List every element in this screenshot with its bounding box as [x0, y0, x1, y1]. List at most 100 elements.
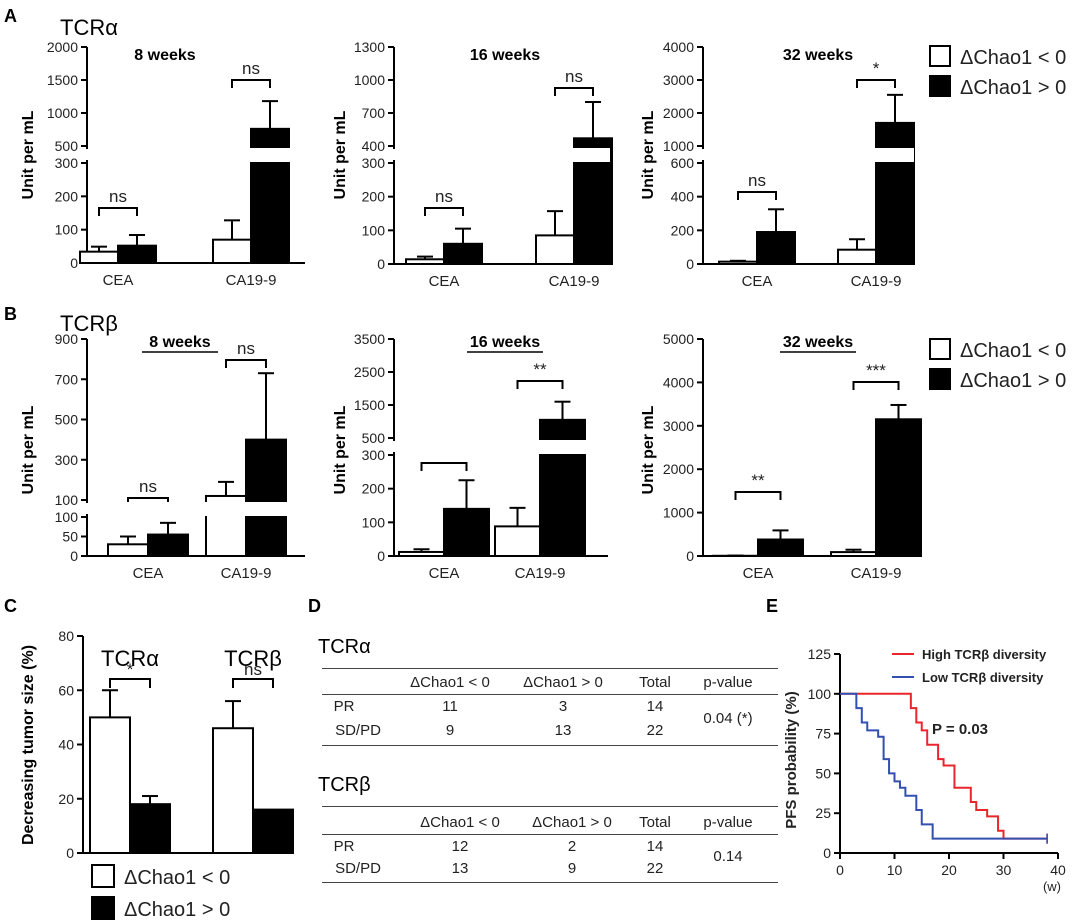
- bar-neg: [89, 716, 131, 854]
- significance-bracket: [109, 678, 151, 688]
- y-tick-label: 0: [686, 548, 694, 564]
- y-tick-label: 200: [55, 188, 79, 204]
- y-tick-label: 2500: [354, 364, 385, 380]
- bar-neg: [398, 550, 445, 558]
- significance-bracket: [98, 207, 138, 216]
- survival-curve-high: [840, 692, 1048, 840]
- y-tick-label: 200: [362, 189, 386, 205]
- bar-pos: [875, 418, 922, 558]
- table-row-label: SD/PD: [335, 722, 381, 739]
- legend-label-low: Low TCRβ diversity: [922, 670, 1044, 685]
- table-header: p-value: [703, 674, 753, 691]
- axis-break-gap: [89, 502, 307, 516]
- x-tick-label: 10: [887, 862, 903, 878]
- y-tick-label: 300: [362, 155, 386, 171]
- significance-bracket: [516, 380, 564, 389]
- y-tick-label: 500: [55, 138, 79, 154]
- y-tick-label: 3000: [663, 418, 694, 434]
- y-tick-label: 75: [815, 726, 831, 742]
- row-label-tcr-beta: TCRβ: [60, 311, 118, 336]
- y-tick-label: 1000: [47, 105, 78, 121]
- table-rule: [322, 745, 778, 746]
- y-tick-label: 300: [362, 447, 386, 463]
- table-header: ΔChao1 > 0: [523, 674, 603, 691]
- legend-swatch-neg: [929, 338, 951, 360]
- panel-letter: E: [766, 596, 778, 616]
- significance-bracket: [420, 462, 468, 471]
- chart-title: 32 weeks: [783, 334, 853, 351]
- y-tick-label: 700: [55, 371, 79, 387]
- x-tick-label: CEA: [743, 565, 774, 582]
- legend-label-neg: ΔChao1 < 0: [124, 867, 230, 889]
- table-cell: 14: [646, 698, 664, 715]
- y-tick-label: 25: [815, 805, 831, 821]
- significance-bracket: [734, 491, 782, 500]
- y-tick-label: 400: [671, 189, 695, 205]
- bar-neg: [837, 248, 877, 265]
- y-tick-label: 125: [808, 646, 832, 662]
- y-axis-label: Unit per mL: [332, 405, 349, 494]
- row-label-tcr-alpha: TCRα: [60, 15, 118, 40]
- table-p-value: 0.04 (*): [703, 710, 753, 727]
- legend-label-neg: ΔChao1 < 0: [960, 340, 1066, 362]
- y-tick-label: 600: [671, 155, 695, 171]
- y-tick-label: 2000: [47, 39, 78, 55]
- x-tick-label: 20: [941, 862, 957, 878]
- panel-letter: A: [4, 6, 17, 26]
- y-tick-label: 100: [55, 492, 79, 508]
- table-header: ΔChao1 < 0: [420, 814, 500, 831]
- x-tick-label: CA19-9: [226, 272, 277, 289]
- table-cell: 3: [558, 698, 568, 715]
- y-axis-label: Unit per mL: [640, 110, 657, 199]
- y-tick-label: 300: [55, 452, 79, 468]
- bar-neg: [405, 258, 445, 265]
- table-header: ΔChao1 > 0: [532, 814, 612, 831]
- x-tick-label: CEA: [103, 272, 134, 289]
- survival-curve-low: [840, 692, 1048, 840]
- x-tick-label: 40: [1050, 862, 1066, 878]
- x-tick-label: CEA: [429, 273, 460, 290]
- legend-label-pos: ΔChao1 > 0: [124, 899, 230, 921]
- y-tick-label: 0: [377, 256, 385, 272]
- x-tick-label: CA19-9: [851, 273, 902, 290]
- table-cell: 9: [567, 860, 577, 877]
- y-tick-label: 300: [55, 155, 79, 171]
- bar-neg: [718, 260, 758, 266]
- legend-label-neg: ΔChao1 < 0: [960, 47, 1066, 69]
- x-tick-label: CEA: [133, 565, 164, 582]
- bar-pos: [875, 121, 915, 266]
- significance-bracket: [852, 381, 900, 390]
- y-tick-label: 2000: [663, 461, 694, 477]
- y-tick-label: 0: [377, 548, 385, 564]
- panel-letter: C: [4, 596, 17, 616]
- y-tick-label: 1000: [354, 72, 385, 88]
- y-tick-label: 50: [815, 765, 831, 781]
- y-axis-label: Unit per mL: [332, 110, 349, 199]
- bar-neg: [212, 238, 252, 265]
- y-tick-label: 2000: [663, 105, 694, 121]
- table-beta-title: TCRβ: [318, 774, 371, 796]
- x-tick-label: CEA: [742, 273, 773, 290]
- category-label: TCRβ: [224, 646, 282, 671]
- legend-swatch-pos: [929, 368, 951, 390]
- p-value-annotation: P = 0.03: [932, 721, 988, 738]
- y-tick-label: 100: [362, 514, 386, 530]
- significance-label: *: [873, 59, 880, 78]
- y-tick-label: 20: [58, 791, 74, 807]
- significance-bracket: [737, 191, 777, 200]
- axis-break-gap: [396, 148, 610, 162]
- y-tick-label: 4000: [663, 374, 694, 390]
- table-header: Total: [639, 814, 671, 831]
- table-header: p-value: [703, 814, 753, 831]
- y-tick-label: 1500: [47, 72, 78, 88]
- significance-bracket: [225, 359, 267, 368]
- y-tick-label: 80: [58, 628, 74, 644]
- table-rule: [322, 806, 778, 807]
- table-cell: 11: [442, 698, 458, 715]
- significance-bracket: [554, 87, 594, 96]
- panel-letter: D: [308, 596, 321, 616]
- table-row-label: PR: [333, 838, 355, 855]
- table-rule: [322, 694, 778, 695]
- table-rule: [322, 668, 778, 669]
- y-tick-label: 400: [362, 138, 386, 154]
